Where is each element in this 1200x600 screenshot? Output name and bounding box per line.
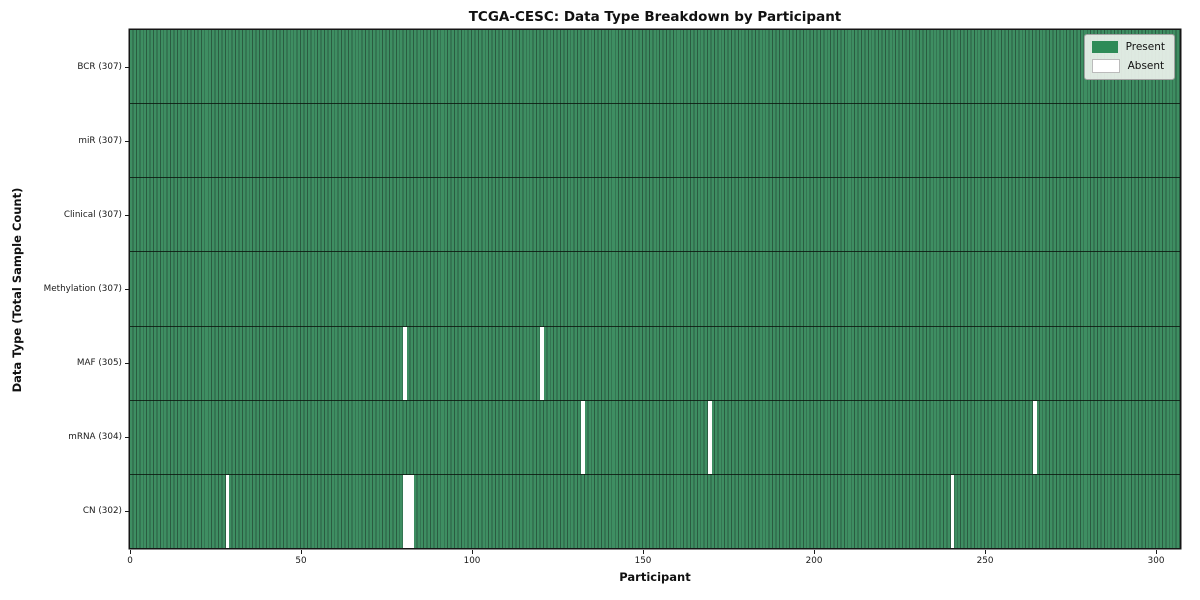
x-tick-label: 300: [1147, 556, 1165, 566]
y-tick-mark: [124, 67, 129, 68]
heatmap-row-CN: [130, 473, 1180, 548]
x-tick-label: 150: [634, 556, 652, 566]
x-tick-label: 0: [127, 556, 133, 566]
absent-stripe: [406, 474, 411, 548]
y-tick-mark: [124, 511, 129, 512]
x-tick-mark: [472, 550, 474, 554]
legend: Present Absent: [1083, 34, 1175, 80]
legend-label-absent: Absent: [1127, 60, 1165, 72]
y-tick-label: Methylation (307): [43, 284, 122, 294]
heatmap-row-mRNA: [130, 399, 1180, 474]
present-swatch-icon: [1091, 41, 1118, 53]
absent-stripe: [410, 474, 415, 548]
y-tick-label: CN (302): [82, 506, 122, 516]
chart-title: TCGA-CESC: Data Type Breakdown by Partic…: [468, 9, 842, 25]
absent-stripe: [950, 474, 955, 548]
x-tick-label: 100: [463, 556, 481, 566]
heatmap-row-Clinical: [130, 177, 1180, 252]
x-tick-mark: [301, 550, 302, 554]
legend-item-present: Present: [1091, 41, 1165, 53]
absent-stripe: [403, 326, 408, 400]
heatmap-rows: [130, 30, 1180, 548]
x-tick-label: 200: [805, 556, 823, 566]
plot-area: Present Absent: [130, 30, 1180, 548]
x-tick-label: 50: [295, 556, 307, 566]
heatmap-row-Methylation: [130, 251, 1180, 326]
x-tick-mark: [1156, 550, 1158, 554]
y-tick-label: miR (307): [78, 136, 122, 146]
y-tick-label: BCR (307): [77, 62, 122, 72]
legend-label-present: Present: [1125, 41, 1165, 53]
y-tick-label: mRNA (304): [68, 432, 122, 442]
absent-swatch-icon: [1091, 59, 1120, 73]
y-tick-label: Clinical (307): [63, 210, 122, 220]
y-axis-label: Data Type (Total Sample Count): [10, 187, 24, 393]
y-tick-mark: [124, 141, 129, 142]
x-tick-mark: [814, 550, 816, 554]
x-axis-label: Participant: [619, 570, 691, 584]
absent-stripe: [581, 400, 586, 474]
y-tick-mark: [124, 437, 129, 438]
heatmap-row-miR: [130, 103, 1180, 178]
absent-stripe: [1032, 400, 1037, 474]
absent-stripe: [403, 474, 408, 548]
absent-stripe: [707, 400, 712, 474]
heatmap-row-BCR: [130, 30, 1180, 104]
x-tick-mark: [130, 550, 131, 554]
y-tick-label: MAF (305): [76, 358, 122, 368]
y-tick-mark: [124, 363, 129, 364]
heatmap-row-MAF: [130, 325, 1180, 400]
x-tick-label: 250: [976, 556, 994, 566]
x-tick-mark: [985, 550, 987, 554]
x-tick-mark: [643, 550, 645, 554]
y-tick-mark: [124, 215, 129, 216]
y-tick-mark: [124, 289, 129, 290]
absent-stripe: [540, 326, 544, 400]
absent-stripe: [225, 474, 230, 548]
legend-item-absent: Absent: [1091, 59, 1165, 73]
